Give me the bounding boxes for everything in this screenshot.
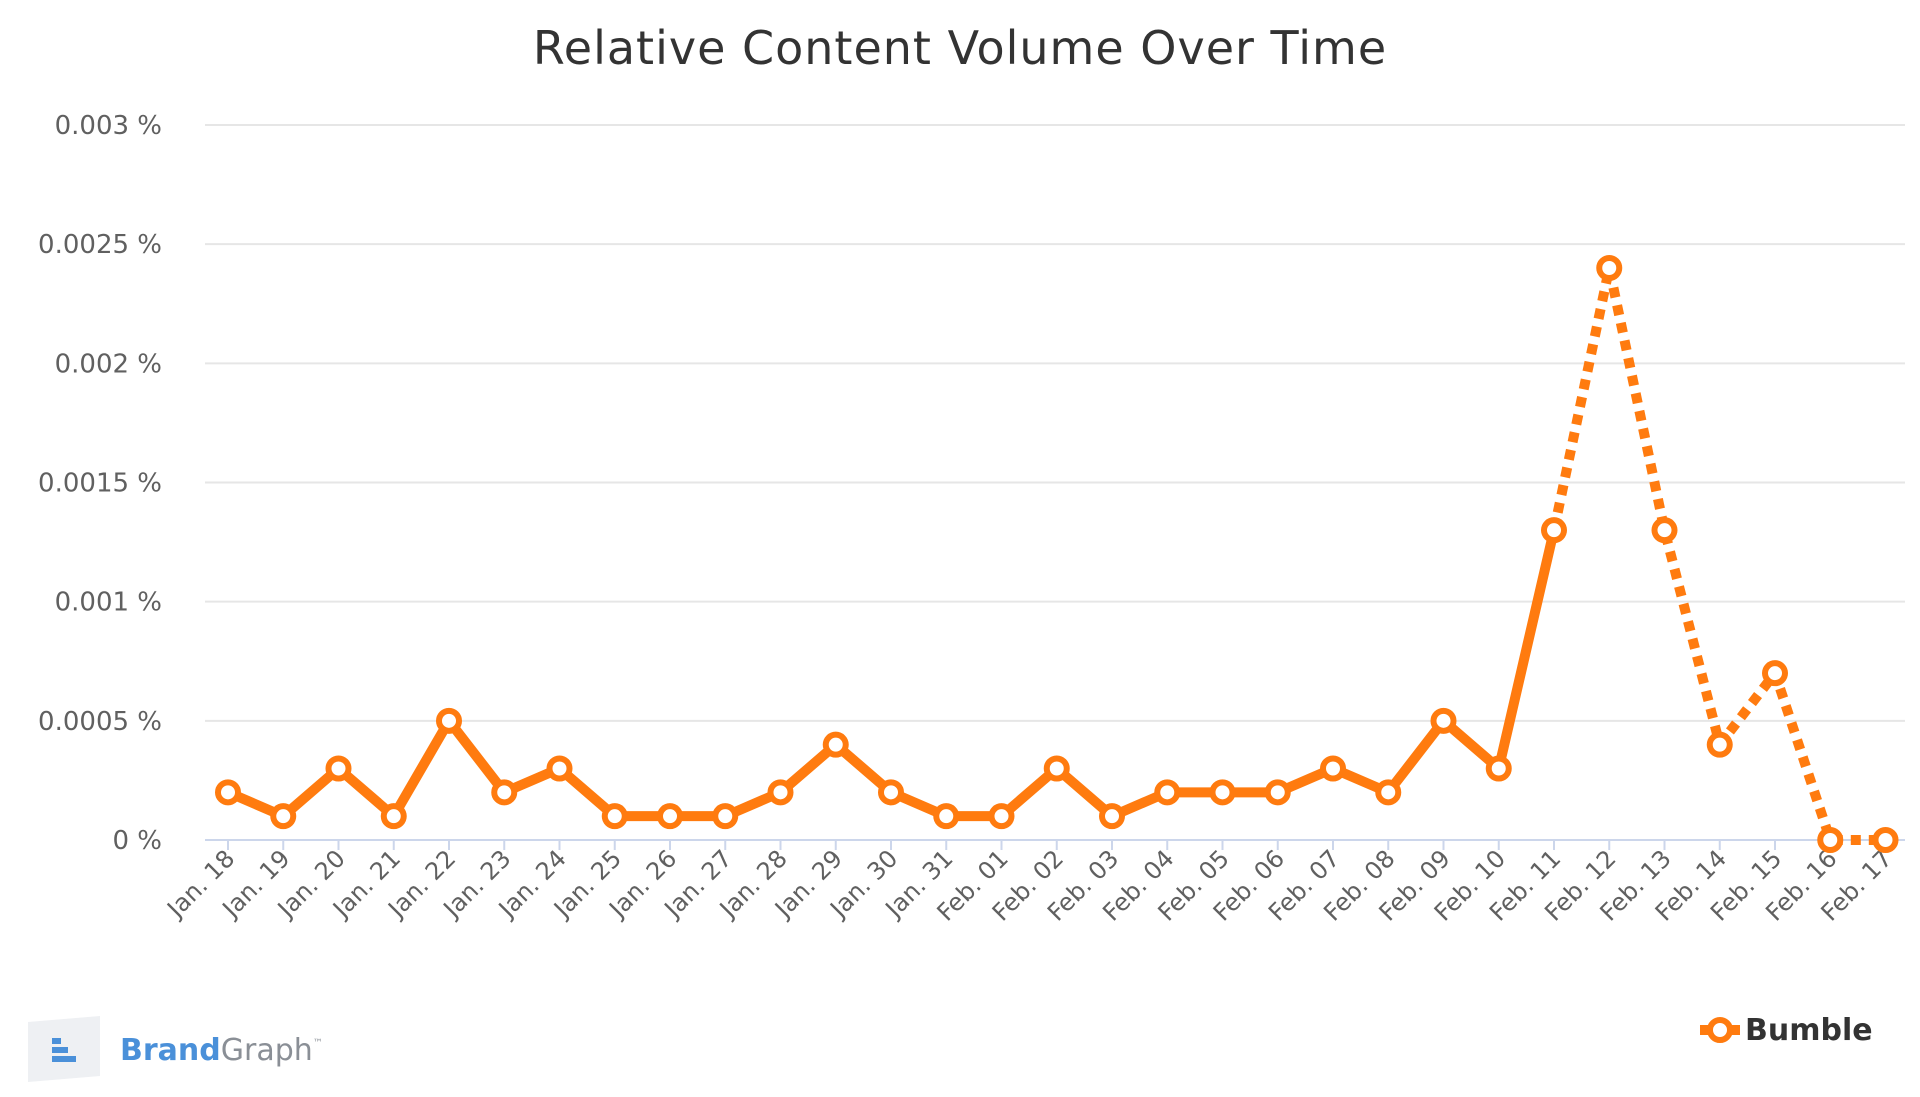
data-point[interactable] bbox=[491, 779, 518, 806]
legend-marker-icon bbox=[1700, 1017, 1740, 1043]
y-tick-label: 0 % bbox=[112, 826, 162, 856]
y-axis: 0 % 0.0005 % 0.001 % 0.0015 % 0.002 % 0.0025 … bbox=[38, 111, 162, 856]
y-tick-label: 0.0015 % bbox=[38, 469, 162, 499]
legend-label-bumble: Bumble bbox=[1745, 1013, 1873, 1048]
data-point[interactable] bbox=[1099, 803, 1125, 830]
data-point[interactable] bbox=[1430, 707, 1457, 734]
y-tick-label: 0.0005 % bbox=[38, 707, 162, 737]
data-point[interactable] bbox=[325, 755, 352, 782]
series-line-solid bbox=[223, 525, 1559, 822]
data-point[interactable] bbox=[767, 779, 794, 806]
data-point[interactable] bbox=[1596, 255, 1623, 281]
data-point[interactable] bbox=[1375, 779, 1402, 806]
data-point[interactable] bbox=[436, 707, 462, 734]
data-point[interactable] bbox=[1762, 660, 1788, 687]
chart-title: Relative Content Volume Over Time bbox=[533, 21, 1387, 75]
data-point[interactable] bbox=[1872, 827, 1899, 853]
data-point[interactable] bbox=[270, 803, 297, 830]
data-point[interactable] bbox=[1320, 755, 1346, 782]
y-tick-label: 0.003 % bbox=[55, 111, 162, 141]
data-point[interactable] bbox=[657, 803, 683, 830]
brandgraph-logo-icon bbox=[28, 1016, 100, 1082]
data-point[interactable] bbox=[1706, 731, 1733, 758]
brand-logo: BrandGraph™ bbox=[28, 1016, 323, 1082]
series-bumble bbox=[215, 255, 1899, 853]
brand-trademark: ™ bbox=[313, 1038, 323, 1049]
data-point[interactable] bbox=[215, 779, 241, 806]
data-point[interactable] bbox=[1485, 755, 1512, 782]
data-point[interactable] bbox=[988, 803, 1015, 830]
y-tick-label: 0.002 % bbox=[55, 349, 162, 379]
legend-dot bbox=[1707, 1017, 1733, 1043]
brand-name: BrandGraph™ bbox=[120, 1033, 323, 1068]
data-point[interactable] bbox=[878, 779, 904, 806]
brand-name-part2: Graph bbox=[221, 1033, 313, 1068]
data-point[interactable] bbox=[1209, 779, 1236, 806]
y-tick-label: 0.001 % bbox=[55, 588, 162, 618]
data-point[interactable] bbox=[1651, 517, 1678, 544]
data-point[interactable] bbox=[933, 803, 960, 830]
data-point[interactable] bbox=[380, 803, 407, 830]
data-point[interactable] bbox=[712, 803, 739, 830]
data-point[interactable] bbox=[601, 803, 628, 830]
data-point[interactable] bbox=[1817, 827, 1844, 853]
data-point[interactable] bbox=[546, 755, 573, 782]
legend[interactable]: Bumble bbox=[1700, 1013, 1873, 1048]
data-point[interactable] bbox=[1541, 517, 1567, 544]
data-point[interactable] bbox=[822, 731, 849, 758]
data-point[interactable] bbox=[1043, 755, 1070, 782]
gridlines bbox=[205, 124, 1905, 841]
brand-name-part1: Brand bbox=[120, 1033, 221, 1068]
y-tick-label: 0.0025 % bbox=[38, 230, 162, 260]
data-point[interactable] bbox=[1264, 779, 1291, 806]
data-point[interactable] bbox=[1154, 779, 1181, 806]
